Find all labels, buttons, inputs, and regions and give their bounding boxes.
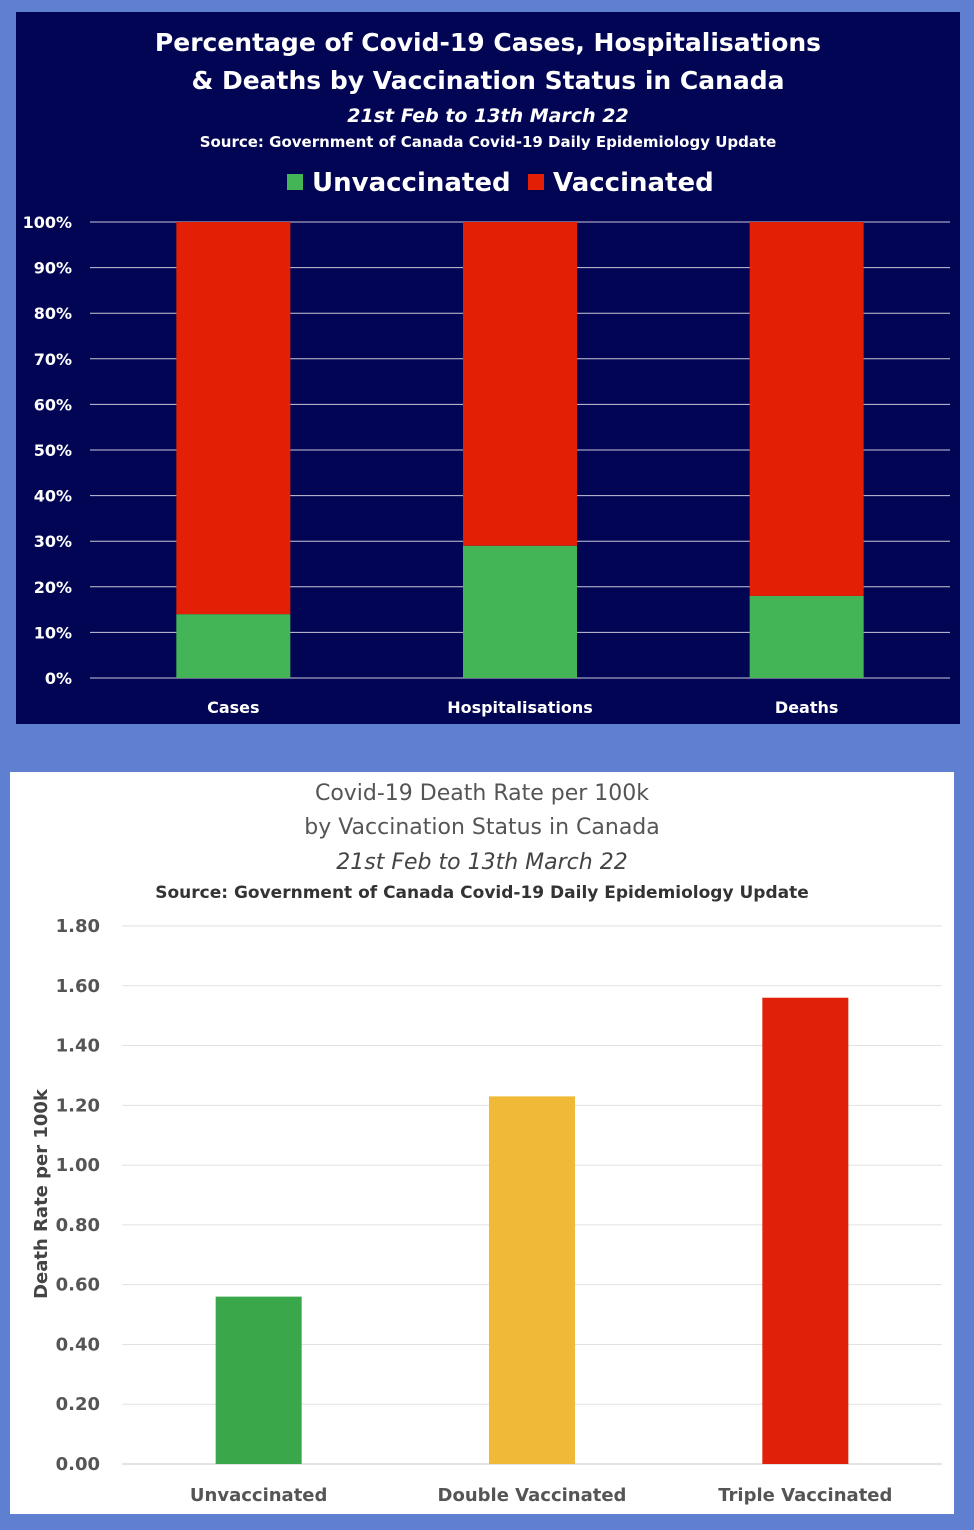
bar-triple-vaccinated (762, 997, 849, 1464)
stacked-chart-svg: Percentage of Covid-19 Cases, Hospitalis… (23, 28, 950, 717)
death-rate-chart-svg: Covid-19 Death Rate per 100k by Vaccinat… (31, 781, 942, 1506)
y-tick-label: 80% (34, 304, 72, 323)
x-tick-label: Unvaccinated (190, 1485, 327, 1506)
x-tick-label: Double Vaccinated (438, 1485, 627, 1506)
x-tick-label: Cases (207, 698, 259, 717)
bar-deaths-unvaccinated (749, 595, 864, 678)
bar-cases-unvaccinated (176, 614, 291, 678)
x-tick-label: Triple Vaccinated (718, 1485, 892, 1506)
y-tick-label: 60% (34, 395, 72, 414)
y-tick-label: 1.60 (56, 976, 100, 997)
bar-hospitalisations-vaccinated (463, 222, 577, 546)
y-tick-label: 90% (34, 259, 72, 278)
y-tick-label: 1.40 (56, 1036, 100, 1057)
plot-area: 0% 10% 20% 30% 40% 50% 60% 70% 80% 90% 100% Cases Ho… (23, 213, 950, 717)
y-axis-label: Death Rate per 100k (31, 1088, 52, 1299)
y-tick-label: 50% (34, 441, 72, 460)
bar-cases-vaccinated (176, 222, 291, 615)
y-tick-label: 1.80 (56, 916, 100, 937)
chart-title-line2: & Deaths by Vaccination Status in Canada (191, 66, 784, 95)
x-tick-label: Hospitalisations (447, 698, 593, 717)
y-tick-label: 0.80 (56, 1215, 100, 1236)
chart-title-line2: by Vaccination Status in Canada (304, 815, 660, 840)
legend-swatch-unvaccinated (287, 174, 303, 190)
y-tick-label: 30% (34, 532, 72, 551)
y-tick-label: 1.20 (56, 1095, 100, 1116)
y-tick-label: 0.00 (56, 1454, 100, 1475)
y-tick-label: 0% (45, 669, 72, 688)
stacked-percentage-chart: Percentage of Covid-19 Cases, Hospitalis… (16, 12, 960, 724)
y-tick-label: 1.00 (56, 1155, 100, 1176)
chart-source: Source: Government of Canada Covid-19 Da… (200, 133, 777, 151)
legend-label-unvaccinated: Unvaccinated (312, 168, 511, 198)
legend-swatch-vaccinated (528, 174, 544, 190)
x-tick-label: Deaths (775, 698, 839, 717)
y-tick-label: 10% (34, 623, 72, 642)
legend-label-vaccinated: Vaccinated (553, 168, 714, 198)
chart-title-line1: Covid-19 Death Rate per 100k (315, 781, 649, 806)
chart-subtitle: 21st Feb to 13th March 22 (336, 850, 627, 875)
y-tick-label: 100% (23, 213, 72, 232)
y-tick-label: 0.40 (56, 1334, 100, 1355)
bar-unvaccinated (215, 1296, 302, 1464)
bar-hospitalisations-unvaccinated (463, 545, 577, 678)
y-tick-label: 40% (34, 487, 72, 506)
y-tick-label: 20% (34, 578, 72, 597)
chart-subtitle: 21st Feb to 13th March 22 (347, 105, 628, 127)
death-rate-chart: Covid-19 Death Rate per 100k by Vaccinat… (10, 772, 954, 1514)
bar-double-vaccinated (489, 1096, 575, 1464)
plot-area: 0.00 0.20 0.40 0.60 0.80 1.00 1.20 1.40 1.60 1.80… (56, 916, 942, 1506)
y-tick-label: 70% (34, 350, 72, 369)
y-tick-label: 0.60 (56, 1275, 100, 1296)
bar-deaths-vaccinated (749, 222, 864, 596)
chart-title-line1: Percentage of Covid-19 Cases, Hospitalis… (155, 28, 821, 57)
chart-source: Source: Government of Canada Covid-19 Da… (155, 883, 809, 903)
y-tick-label: 0.20 (56, 1394, 100, 1415)
